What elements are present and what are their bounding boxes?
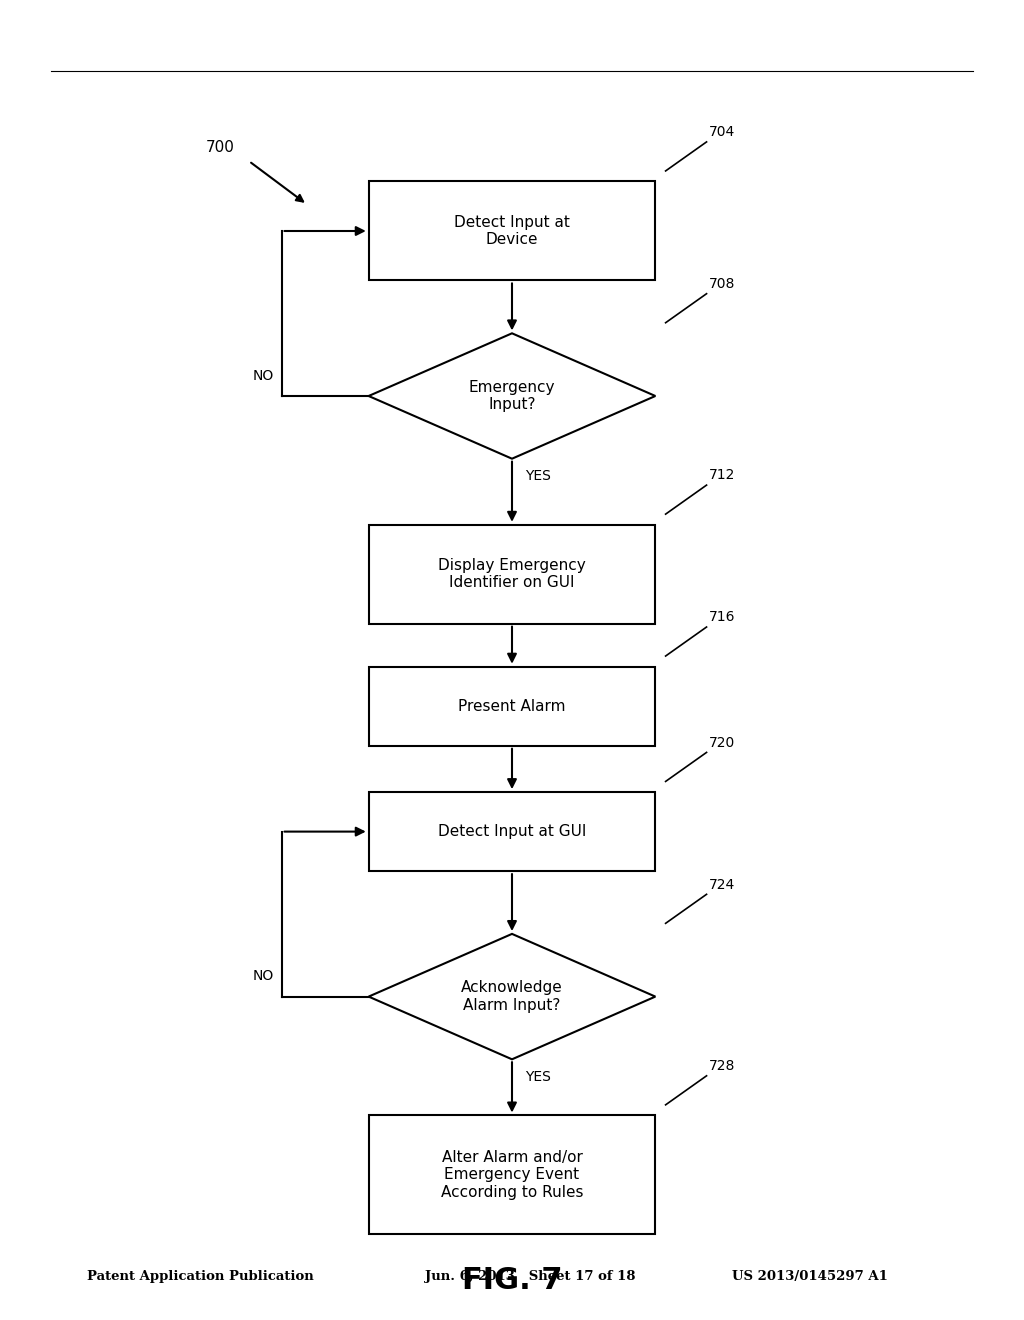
Text: Acknowledge
Alarm Input?: Acknowledge Alarm Input? bbox=[461, 981, 563, 1012]
Text: US 2013/0145297 A1: US 2013/0145297 A1 bbox=[732, 1270, 888, 1283]
Text: 728: 728 bbox=[709, 1059, 735, 1073]
Text: 720: 720 bbox=[709, 735, 735, 750]
Polygon shape bbox=[369, 333, 655, 459]
Text: NO: NO bbox=[252, 969, 273, 983]
Text: YES: YES bbox=[525, 1069, 551, 1084]
Text: Patent Application Publication: Patent Application Publication bbox=[87, 1270, 313, 1283]
FancyBboxPatch shape bbox=[369, 181, 655, 281]
Text: YES: YES bbox=[525, 470, 551, 483]
FancyBboxPatch shape bbox=[369, 792, 655, 871]
Polygon shape bbox=[369, 935, 655, 1059]
Text: Emergency
Input?: Emergency Input? bbox=[469, 380, 555, 412]
Text: 716: 716 bbox=[709, 610, 735, 624]
Text: 724: 724 bbox=[709, 878, 735, 892]
Text: NO: NO bbox=[252, 368, 273, 383]
Text: 700: 700 bbox=[206, 140, 234, 156]
Text: 712: 712 bbox=[709, 469, 735, 483]
Text: Present Alarm: Present Alarm bbox=[459, 698, 565, 714]
FancyBboxPatch shape bbox=[369, 1115, 655, 1234]
Text: Detect Input at GUI: Detect Input at GUI bbox=[438, 824, 586, 840]
FancyBboxPatch shape bbox=[369, 667, 655, 746]
Text: Display Emergency
Identifier on GUI: Display Emergency Identifier on GUI bbox=[438, 558, 586, 590]
Text: 704: 704 bbox=[709, 125, 735, 140]
Text: 708: 708 bbox=[709, 277, 735, 290]
Text: Jun. 6, 2013   Sheet 17 of 18: Jun. 6, 2013 Sheet 17 of 18 bbox=[425, 1270, 636, 1283]
Text: Detect Input at
Device: Detect Input at Device bbox=[454, 215, 570, 247]
Text: FIG. 7: FIG. 7 bbox=[462, 1266, 562, 1295]
Text: Alter Alarm and/or
Emergency Event
According to Rules: Alter Alarm and/or Emergency Event Accor… bbox=[440, 1150, 584, 1200]
FancyBboxPatch shape bbox=[369, 525, 655, 624]
